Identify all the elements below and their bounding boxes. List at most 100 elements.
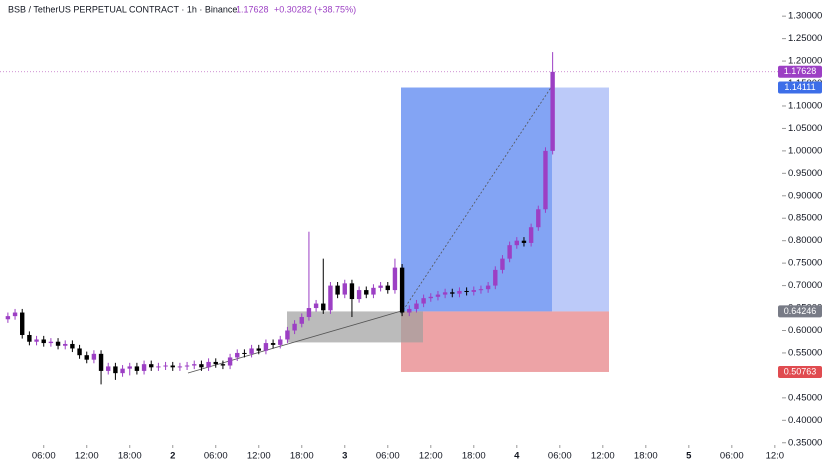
projection-line xyxy=(400,87,552,314)
chart-title: BSB / TetherUS PERPETUAL CONTRACT · 1h ·… xyxy=(8,4,237,14)
candle-body xyxy=(457,290,462,294)
candle-body xyxy=(278,339,283,345)
last-price-tag: 1.17628 xyxy=(784,66,817,76)
candle-body xyxy=(550,71,555,151)
candle-body xyxy=(371,287,376,295)
y-tick-label: 1.10000 xyxy=(788,100,822,111)
y-tick-label: 0.95000 xyxy=(788,168,822,179)
x-tick-label: 06:00 xyxy=(720,451,744,462)
candle-body xyxy=(493,269,498,286)
candle-body xyxy=(170,365,175,368)
candle-body xyxy=(91,353,97,360)
x-tick-label: 2 xyxy=(170,451,175,462)
y-tick-label: 0.60000 xyxy=(788,325,822,336)
candle-body xyxy=(507,245,512,259)
candle-body xyxy=(306,308,312,318)
candle-body xyxy=(41,339,46,344)
candle-body xyxy=(256,348,261,351)
y-tick-label: 1.05000 xyxy=(788,123,822,134)
profit-zone-ext xyxy=(552,87,609,312)
x-tick-label: 06:00 xyxy=(204,451,228,462)
x-tick-label: 18:00 xyxy=(634,451,658,462)
candle-body xyxy=(77,348,82,356)
header-change: +0.30282 (+38.75%) xyxy=(274,4,356,14)
header-last-price: 1.17628 xyxy=(236,4,269,14)
candle-body xyxy=(356,290,362,300)
candle-body xyxy=(220,364,226,366)
candle-body xyxy=(177,366,183,368)
y-tick-label: 0.75000 xyxy=(788,258,822,269)
entry-price-tag: 0.64246 xyxy=(784,306,817,316)
candle-body xyxy=(227,357,233,366)
entry-price-tag-bg xyxy=(778,305,822,318)
candle-body xyxy=(450,292,455,294)
x-tick-label: 06:00 xyxy=(32,451,56,462)
candle-body xyxy=(349,283,355,300)
candle-body xyxy=(435,294,441,297)
candles xyxy=(5,52,555,385)
candle-body xyxy=(134,366,140,371)
y-tick-label: 1.30000 xyxy=(788,11,822,22)
x-tick-label: 4 xyxy=(514,451,520,462)
x-tick-label: 12:00 xyxy=(247,451,271,462)
candle-body xyxy=(127,366,132,369)
candle-body xyxy=(385,285,390,291)
x-tick-label: 12:00 xyxy=(419,451,443,462)
candle-body xyxy=(156,366,161,368)
candle-body xyxy=(464,290,469,292)
x-tick-label: 18:00 xyxy=(118,451,142,462)
candle-body xyxy=(521,240,527,243)
y-tick-label: 1.20000 xyxy=(788,56,822,67)
candle-body xyxy=(12,312,18,317)
x-tick-label: 06:00 xyxy=(548,451,572,462)
candle-body xyxy=(500,258,505,270)
candle-body xyxy=(428,296,433,299)
candle-body xyxy=(106,366,111,371)
y-tick-label: 1.00000 xyxy=(788,145,822,156)
candle-body xyxy=(407,308,412,313)
last-price-tag-bg xyxy=(778,65,822,78)
candle-body xyxy=(392,267,398,291)
candle-body xyxy=(113,366,118,374)
candle-body xyxy=(242,352,247,354)
x-tick-label: 06:00 xyxy=(376,451,400,462)
x-tick-label: 5 xyxy=(686,451,692,462)
candle-body xyxy=(55,341,61,346)
candle-body xyxy=(536,209,541,228)
y-tick-label: 0.85000 xyxy=(788,213,822,224)
candle-body xyxy=(285,330,290,340)
candle-body xyxy=(485,285,491,290)
candle-body xyxy=(48,341,54,344)
candle-body xyxy=(20,312,25,335)
candle-body xyxy=(442,292,448,295)
candle-body xyxy=(34,339,39,342)
x-tick-label: 18:00 xyxy=(290,451,314,462)
candle-body xyxy=(270,343,276,345)
stop-price-tag: 0.50763 xyxy=(784,366,817,376)
candle-body xyxy=(70,343,75,349)
candle-body xyxy=(263,343,269,351)
candle-body xyxy=(328,285,333,311)
y-tick-label: 1.25000 xyxy=(788,33,822,44)
candle-body xyxy=(249,348,254,354)
candle-body xyxy=(27,334,32,342)
loss-zone xyxy=(401,311,609,372)
candle-body xyxy=(84,355,89,360)
candle-body xyxy=(5,316,11,320)
candle-body xyxy=(192,364,197,366)
candle-body xyxy=(414,303,419,309)
y-tick-label: 0.40000 xyxy=(788,415,822,426)
target-price-tag-bg xyxy=(778,81,822,94)
candle-body xyxy=(421,298,426,304)
candle-body xyxy=(184,365,190,367)
candle-body xyxy=(335,285,340,295)
candle-body xyxy=(235,352,240,358)
x-tick-label: 12:00 xyxy=(591,451,615,462)
candle-body xyxy=(141,364,147,371)
target-price-tag: 1.14111 xyxy=(784,82,815,92)
candle-body xyxy=(313,303,319,309)
y-tick-label: 0.70000 xyxy=(788,280,822,291)
candle-body xyxy=(471,290,476,292)
candle-body xyxy=(199,364,204,368)
